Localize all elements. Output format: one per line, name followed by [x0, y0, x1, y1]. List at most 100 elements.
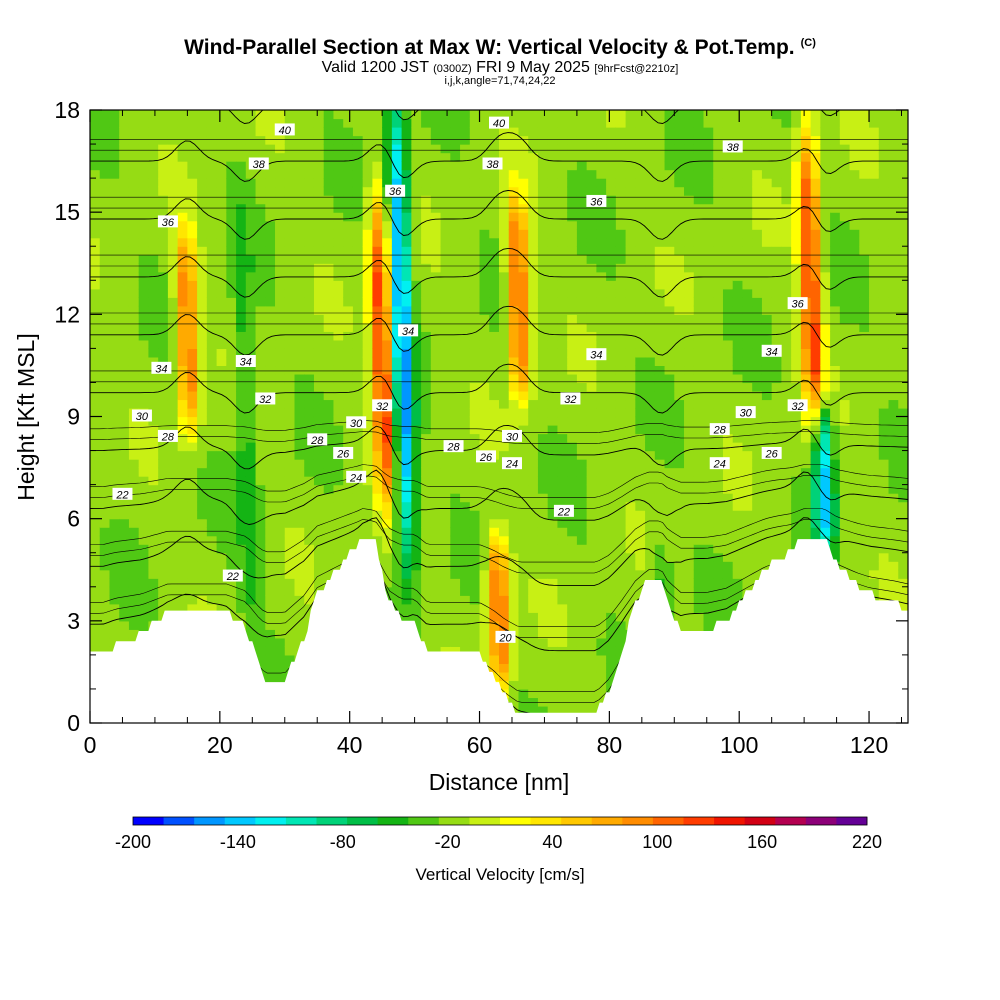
velocity-cell — [469, 127, 481, 137]
velocity-cell — [187, 365, 198, 375]
velocity-cell — [421, 450, 432, 460]
velocity-cell — [713, 569, 724, 579]
velocity-cell — [528, 297, 539, 307]
velocity-cell — [109, 237, 120, 247]
velocity-cell — [333, 254, 344, 264]
velocity-cell — [187, 195, 198, 205]
velocity-cell — [401, 280, 412, 290]
velocity-cell — [528, 305, 539, 315]
velocity-cell — [148, 186, 159, 196]
velocity-cell — [693, 152, 705, 162]
velocity-cell — [187, 433, 198, 443]
velocity-cell — [596, 518, 607, 528]
velocity-cell — [382, 169, 393, 179]
velocity-cell — [752, 527, 763, 537]
velocity-cell — [216, 263, 227, 273]
velocity-cell — [109, 229, 120, 239]
velocity-cell — [742, 578, 753, 588]
velocity-cell — [693, 322, 705, 332]
velocity-cell — [713, 280, 724, 290]
velocity-cell — [138, 373, 150, 384]
velocity-cell — [586, 416, 597, 426]
velocity-cell — [138, 297, 150, 307]
velocity-cell — [401, 356, 412, 367]
velocity-cell — [440, 135, 451, 145]
velocity-cell — [664, 254, 675, 264]
velocity-cell — [586, 127, 597, 137]
velocity-cell — [693, 518, 705, 528]
velocity-cell — [236, 110, 247, 120]
velocity-cell — [703, 407, 714, 418]
velocity-cell — [450, 237, 461, 247]
velocity-cell — [90, 527, 101, 537]
velocity-cell — [421, 501, 432, 511]
velocity-cell — [99, 493, 111, 503]
velocity-cell — [732, 450, 744, 460]
velocity-cell — [547, 586, 559, 596]
velocity-cell — [197, 578, 208, 588]
velocity-cell — [440, 603, 451, 613]
velocity-cell — [479, 212, 490, 222]
velocity-cell — [508, 229, 520, 239]
velocity-cell — [586, 186, 597, 196]
velocity-cell — [635, 288, 646, 298]
velocity-cell — [654, 450, 666, 460]
velocity-cell — [674, 399, 685, 409]
velocity-cell — [226, 118, 237, 128]
velocity-cell — [421, 518, 432, 528]
velocity-cell — [713, 110, 724, 120]
velocity-cell — [547, 365, 559, 375]
velocity-cell — [742, 237, 753, 247]
velocity-cell — [752, 476, 763, 486]
velocity-cell — [625, 399, 636, 409]
velocity-cell — [460, 331, 471, 341]
velocity-cell — [713, 339, 724, 349]
velocity-cell — [722, 152, 734, 162]
velocity-cell — [265, 186, 276, 196]
velocity-cell — [187, 348, 198, 358]
velocity-cell — [693, 195, 705, 205]
velocity-cell — [128, 578, 140, 588]
velocity-cell — [499, 527, 510, 537]
velocity-cell — [255, 459, 266, 469]
velocity-cell — [275, 442, 286, 452]
velocity-cell — [236, 280, 247, 290]
velocity-cell — [265, 425, 276, 435]
velocity-cell — [537, 373, 549, 384]
velocity-cell — [693, 425, 705, 435]
velocity-cell — [654, 442, 666, 452]
velocity-cell — [401, 612, 412, 622]
velocity-cell — [401, 433, 412, 443]
velocity-cell — [460, 518, 471, 528]
velocity-cell — [645, 118, 656, 128]
velocity-cell — [294, 450, 305, 460]
velocity-cell — [177, 433, 188, 443]
velocity-cell — [557, 433, 568, 443]
velocity-cell — [479, 186, 490, 196]
velocity-cell — [138, 578, 150, 588]
velocity-cell — [391, 229, 403, 239]
velocity-cell — [499, 671, 510, 682]
velocity-cell — [684, 314, 695, 324]
velocity-cell — [557, 254, 568, 264]
velocity-cell — [109, 305, 120, 315]
velocity-cell — [226, 493, 237, 503]
velocity-cell — [99, 161, 111, 171]
velocity-cell — [499, 246, 510, 256]
velocity-cell — [547, 229, 559, 239]
velocity-cell — [382, 110, 393, 120]
velocity-cell — [440, 620, 451, 630]
velocity-cell — [265, 467, 276, 477]
velocity-cell — [489, 459, 500, 469]
velocity-cell — [99, 527, 111, 537]
velocity-cell — [391, 152, 403, 162]
velocity-cell — [90, 144, 101, 154]
velocity-cell — [90, 459, 101, 469]
velocity-cell — [654, 161, 666, 171]
velocity-cell — [489, 229, 500, 239]
velocity-cell — [713, 305, 724, 315]
velocity-cell — [576, 688, 588, 699]
velocity-cell — [596, 527, 607, 537]
velocity-cell — [752, 118, 763, 128]
velocity-cell — [489, 637, 500, 647]
